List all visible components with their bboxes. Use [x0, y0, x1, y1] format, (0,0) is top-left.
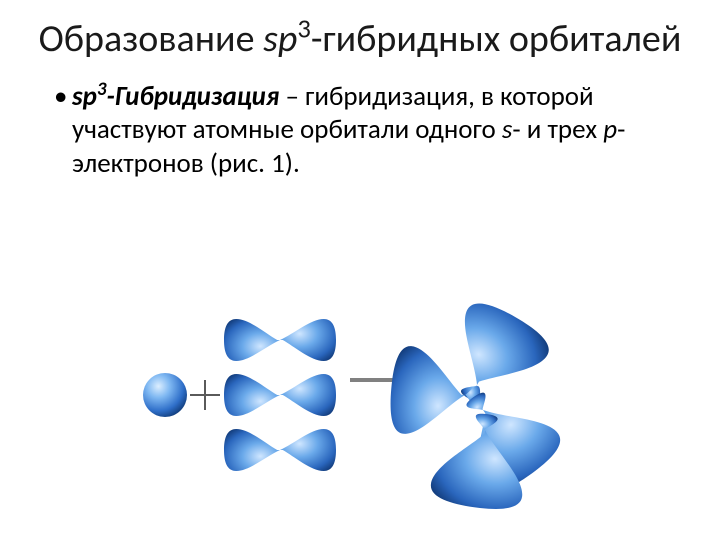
- body-mid2: - и трех: [512, 113, 603, 146]
- p-orbitals-icon: [224, 319, 336, 471]
- plus-sign-icon: [190, 380, 220, 410]
- term-post: -Гибридизация: [106, 80, 279, 113]
- bullet-item: • sp3-Гибридизация – гибридизация, в кот…: [54, 80, 684, 181]
- bullet-marker: •: [54, 80, 72, 114]
- sp3-orbitals-icon: [387, 294, 568, 510]
- body-s-it: s: [502, 113, 513, 146]
- body-text: • sp3-Гибридизация – гибридизация, в кот…: [36, 80, 684, 181]
- title-post: -гибридных орбиталей: [311, 16, 681, 62]
- s-orbital-icon: [143, 373, 187, 417]
- body-p-it: p: [603, 113, 617, 146]
- slide-title: Образование sp3-гибридных орбиталей: [36, 18, 684, 62]
- orbital-diagram: [125, 280, 595, 510]
- slide: Образование sp3-гибридных орбиталей • sp…: [0, 0, 720, 540]
- title-sup: 3: [297, 13, 310, 45]
- term-sp: sp: [72, 80, 97, 113]
- bullet-paragraph: sp3-Гибридизация – гибридизация, в котор…: [72, 80, 684, 181]
- title-pre: Образование: [39, 16, 263, 62]
- title-sp: sp: [263, 16, 297, 62]
